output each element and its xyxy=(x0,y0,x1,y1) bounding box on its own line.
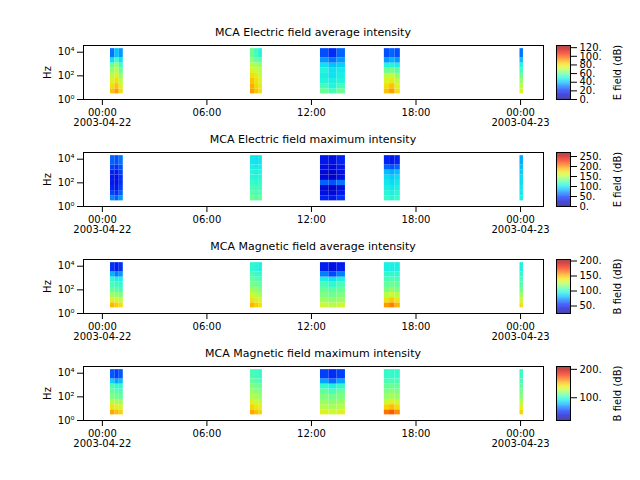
svg-text:100.: 100. xyxy=(580,181,602,192)
html-text:MCA Electric field average int: MCA Electric field average intensity xyxy=(215,26,411,39)
svg-text:10⁰: 10⁰ xyxy=(58,94,75,105)
svg-text:10⁰: 10⁰ xyxy=(58,308,75,319)
svg-text:00:002003-04-23: 00:002003-04-23 xyxy=(491,428,549,449)
svg-text:00:002003-04-23: 00:002003-04-23 xyxy=(491,107,549,128)
svg-text:20.: 20. xyxy=(579,85,596,97)
svg-text:12:00: 12:00 xyxy=(297,107,326,118)
svg-text:250.: 250. xyxy=(580,151,602,162)
svg-text:100.: 100. xyxy=(580,285,602,296)
svg-text:10⁴: 10⁴ xyxy=(58,260,75,271)
svg-text:06:00: 06:00 xyxy=(193,321,222,332)
svg-text:50.: 50. xyxy=(580,191,596,202)
svg-text:00:002003-04-22: 00:002003-04-22 xyxy=(73,214,131,235)
svg-text:12:00: 12:00 xyxy=(297,321,326,332)
svg-text:80.: 80. xyxy=(579,59,596,71)
svg-text:10²: 10² xyxy=(58,70,75,81)
svg-text:06:00: 06:00 xyxy=(193,428,222,439)
html-text:MCA Magnetic field average int: MCA Magnetic field average intensity xyxy=(210,240,416,253)
svg-text:10²: 10² xyxy=(58,284,75,295)
svg-text:12:00: 12:00 xyxy=(297,214,326,225)
svg-text:120.: 120. xyxy=(580,42,602,53)
svg-text:10⁴: 10⁴ xyxy=(58,153,75,164)
svg-text:12:00: 12:00 xyxy=(297,428,326,439)
svg-text:100.: 100. xyxy=(580,392,602,403)
svg-text:50.: 50. xyxy=(580,300,596,311)
svg-text:B field (dB): B field (dB) xyxy=(612,366,623,422)
svg-text:60.: 60. xyxy=(579,67,596,79)
svg-text:18:00: 18:00 xyxy=(402,321,431,332)
svg-text:200.: 200. xyxy=(580,161,602,172)
svg-text:Hz: Hz xyxy=(42,387,53,400)
svg-text:Hz: Hz xyxy=(42,173,53,186)
svg-text:10⁰: 10⁰ xyxy=(58,201,75,212)
svg-text:0.: 0. xyxy=(580,201,590,212)
svg-text:18:00: 18:00 xyxy=(402,214,431,225)
svg-text:00:002003-04-22: 00:002003-04-22 xyxy=(73,428,131,449)
svg-text:00:002003-04-23: 00:002003-04-23 xyxy=(491,214,549,235)
svg-text:10⁴: 10⁴ xyxy=(58,46,75,57)
svg-text:Hz: Hz xyxy=(42,280,53,293)
svg-text:10⁰: 10⁰ xyxy=(58,415,75,426)
svg-text:B field (dB): B field (dB) xyxy=(612,259,623,315)
svg-text:40.: 40. xyxy=(579,76,596,88)
svg-text:E field (dB): E field (dB) xyxy=(612,45,623,100)
svg-text:100.: 100. xyxy=(579,50,602,62)
svg-text:10²: 10² xyxy=(58,391,75,402)
svg-text:150.: 150. xyxy=(580,171,602,182)
svg-text:06:00: 06:00 xyxy=(193,107,222,118)
svg-text:Hz: Hz xyxy=(42,66,53,79)
svg-text:00:002003-04-23: 00:002003-04-23 xyxy=(491,321,549,342)
svg-text:E field (dB): E field (dB) xyxy=(612,152,623,207)
svg-text:18:00: 18:00 xyxy=(402,428,431,439)
svg-text:10⁴: 10⁴ xyxy=(58,367,75,378)
svg-text:06:00: 06:00 xyxy=(193,214,222,225)
svg-text:150.: 150. xyxy=(580,270,602,281)
svg-text:200.: 200. xyxy=(580,255,602,266)
svg-text:00:002003-04-22: 00:002003-04-22 xyxy=(73,107,131,128)
svg-text:18:00: 18:00 xyxy=(402,107,431,118)
svg-text:0.: 0. xyxy=(579,93,589,105)
svg-text:00:002003-04-22: 00:002003-04-22 xyxy=(73,321,131,342)
html-text:MCA Magnetic field maximum int: MCA Magnetic field maximum intensity xyxy=(205,347,421,360)
svg-text:10²: 10² xyxy=(58,177,75,188)
html-text:MCA Electric field maximum int: MCA Electric field maximum intensity xyxy=(209,133,417,146)
svg-text:200.: 200. xyxy=(580,364,602,375)
